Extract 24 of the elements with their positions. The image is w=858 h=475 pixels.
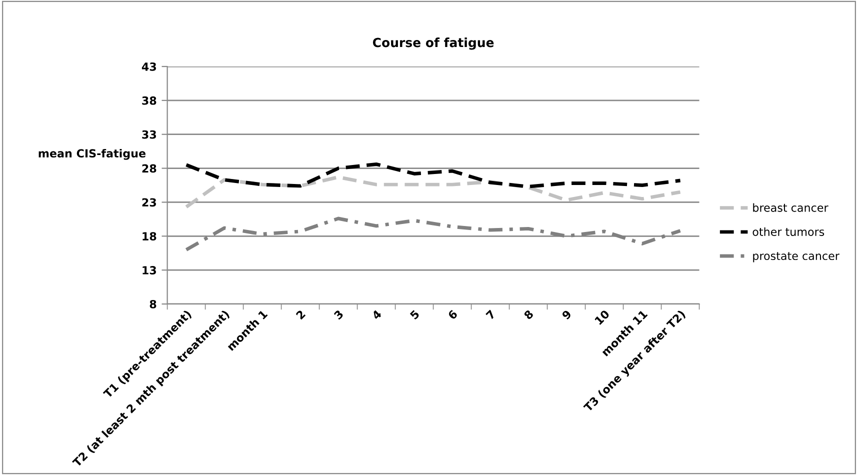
legend-label: breast cancer	[753, 203, 828, 212]
y-tick-label: 23	[142, 198, 156, 207]
x-tick-label: 7	[486, 310, 496, 320]
y-tick-label: 43	[142, 62, 156, 71]
y-tick-label: 38	[142, 96, 156, 105]
x-tick-label: 6	[447, 309, 458, 320]
x-tick-label: 9	[561, 310, 572, 320]
y-axis-title: mean CIS-fatigue	[38, 148, 146, 160]
y-tick-label: 28	[142, 164, 156, 173]
x-tick-label: 10	[594, 309, 610, 325]
y-tick-label: 8	[150, 300, 156, 308]
x-tick-label: 2	[296, 310, 306, 320]
x-tick-label: 5	[410, 310, 420, 320]
y-tick-label: 18	[142, 232, 156, 241]
line-series	[184, 175, 682, 209]
y-tick-label: 33	[142, 130, 156, 139]
x-tick-label: 8	[523, 309, 534, 320]
x-tick-label: 3	[333, 310, 344, 320]
line-series	[184, 162, 682, 188]
y-tick-label: 13	[142, 266, 156, 274]
chart-title: Course of fatigue	[372, 38, 494, 50]
legend-label: prostate cancer	[753, 252, 840, 262]
legend-label: other tumors	[752, 227, 824, 236]
x-tick-label: 4	[371, 309, 382, 320]
